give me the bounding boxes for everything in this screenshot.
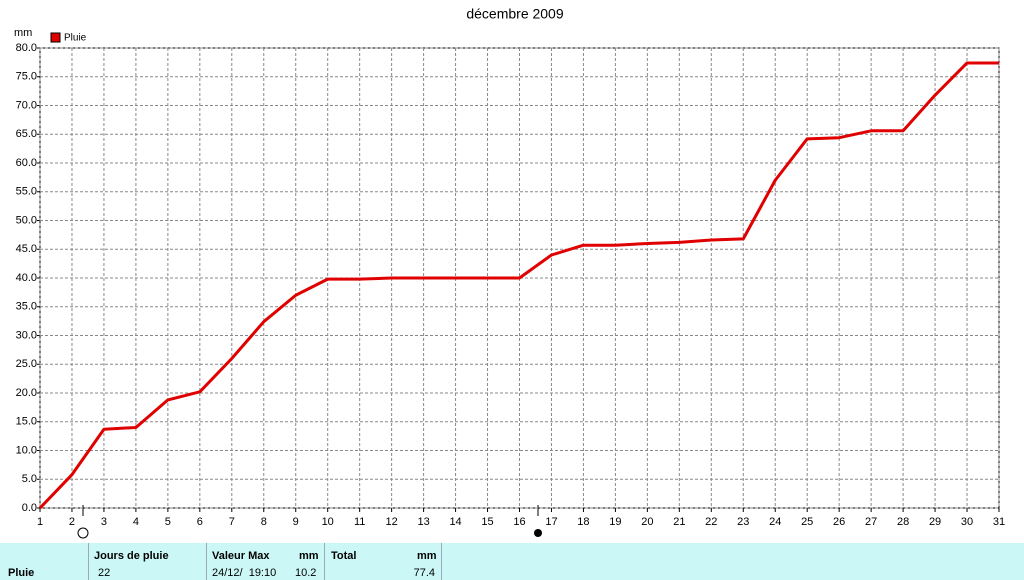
y-tick-label: 40.0 — [16, 272, 37, 284]
marker-open — [77, 527, 89, 539]
x-tick-label: 10 — [322, 516, 334, 528]
column: Jours de pluie 22 — [88, 543, 206, 580]
x-tick-label: 25 — [801, 516, 813, 528]
x-tick-label: 16 — [513, 516, 525, 528]
x-tick-label: 12 — [386, 516, 398, 528]
x-tick-label: 6 — [197, 516, 203, 528]
x-tick-label: 21 — [673, 516, 685, 528]
y-tick-label: 55.0 — [16, 186, 37, 198]
row-label: Pluie — [8, 567, 35, 579]
x-tick-label: 2 — [69, 516, 75, 528]
x-tick-label: 20 — [641, 516, 653, 528]
x-tick-label: 1 — [37, 516, 43, 528]
data-line — [38, 61, 999, 510]
x-tick-label: 4 — [133, 516, 139, 528]
cell: 24/12/ 19:10 — [212, 567, 277, 579]
chart-title: décembre 2009 — [466, 6, 564, 22]
x-tick-label: 8 — [261, 516, 267, 528]
y-tick-label: 65.0 — [16, 128, 37, 140]
header: Total — [331, 550, 357, 562]
legend-label: Pluie — [64, 33, 87, 44]
x-tick-label: 24 — [769, 516, 781, 528]
x-tick-label: 7 — [229, 516, 235, 528]
y-tick-label: 0.0 — [22, 502, 37, 514]
y-tick-label: 60.0 — [16, 157, 37, 169]
x-tick-label: 28 — [897, 516, 909, 528]
x-tick-label: 23 — [737, 516, 749, 528]
cell: 22 — [98, 567, 111, 579]
y-tick-label: 15.0 — [16, 416, 37, 428]
header-unit: mm — [417, 550, 437, 562]
cell: 77.4 — [413, 567, 435, 579]
x-tick-label: 15 — [481, 516, 493, 528]
x-tick-label: 5 — [165, 516, 171, 528]
x-tick-label: 26 — [833, 516, 845, 528]
x-tick-label: 29 — [929, 516, 941, 528]
cell: 10.2 — [295, 567, 317, 579]
marker-filled — [534, 529, 542, 537]
y-tick-label: 80.0 — [16, 42, 37, 54]
x-tick-label: 3 — [101, 516, 107, 528]
x-tick-label: 9 — [293, 516, 299, 528]
y-tick-label: 10.0 — [16, 444, 37, 456]
y-axis-label: mm — [14, 27, 32, 39]
column: Total mm 77.4 — [324, 543, 442, 580]
header: Valeur Max — [212, 550, 270, 562]
x-tick-label: 31 — [993, 516, 1005, 528]
y-tick-label: 5.0 — [22, 473, 37, 485]
x-tick-label: 22 — [705, 516, 717, 528]
legend-swatch — [50, 32, 61, 43]
x-tick-label: 18 — [577, 516, 589, 528]
column: Valeur Max mm 24/12/ 19:10 10.2 — [206, 543, 324, 580]
x-tick-label: 11 — [354, 516, 365, 528]
y-tick-label: 50.0 — [16, 214, 37, 226]
header-unit: mm — [299, 550, 319, 562]
x-tick-label: 13 — [417, 516, 429, 528]
y-tick-label: 20.0 — [16, 387, 37, 399]
y-tick-label: 30.0 — [16, 329, 37, 341]
x-tick-label: 27 — [865, 516, 877, 528]
x-tick-label: 14 — [449, 516, 461, 528]
y-tick-label: 25.0 — [16, 358, 37, 370]
x-tick-label: 19 — [609, 516, 621, 528]
summary-table: Pluie Jours de pluie 22 Valeur Max mm 24… — [0, 543, 1024, 580]
x-tick-label: 30 — [961, 516, 973, 528]
y-tick-label: 75.0 — [16, 71, 37, 83]
y-tick-label: 45.0 — [16, 243, 37, 255]
y-tick-label: 70.0 — [16, 99, 37, 111]
header: Jours de pluie — [94, 550, 169, 562]
x-tick-label: 17 — [545, 516, 557, 528]
chart: décembre 2009 mm 0.0 5.0 10.0 15.0 20.0 25.0 3… — [14, 6, 1005, 539]
y-tick-label: 35.0 — [16, 301, 37, 313]
